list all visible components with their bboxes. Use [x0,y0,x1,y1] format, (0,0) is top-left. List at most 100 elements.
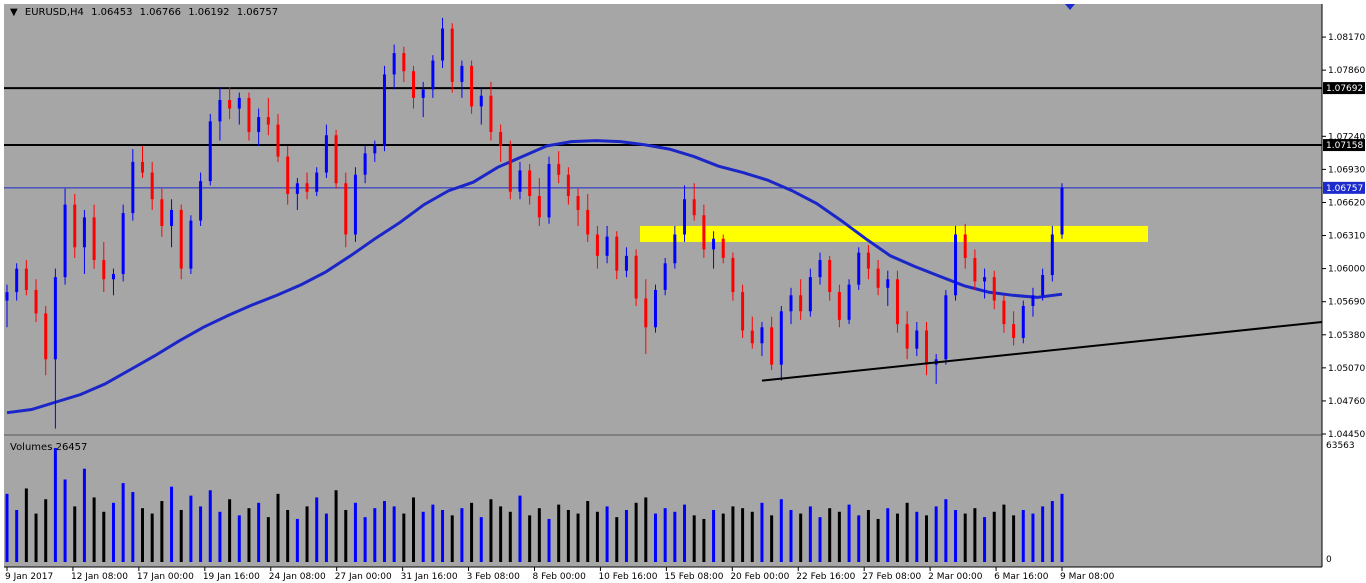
candle [1050,225,1054,282]
candle [121,204,125,282]
volume-bar [818,517,822,562]
candle [1021,300,1025,344]
volume-bar [905,502,909,562]
candle [1012,311,1016,346]
candle [789,287,793,325]
candle [363,145,367,184]
volume-bar [334,490,338,562]
candle [63,188,67,285]
volume-bar [470,502,474,562]
candle [895,270,899,333]
candle [712,231,716,269]
x-tick-label: 2 Mar 00:00 [928,572,983,582]
volume-bar [44,499,48,562]
volume-bar [1012,515,1016,562]
volume-bar [24,488,28,562]
candle [450,23,454,93]
volume-bar [576,513,580,562]
candle [170,199,174,248]
candle [866,245,870,280]
candle [208,113,212,186]
candle [634,249,638,306]
candle [595,225,599,269]
shift-marker-icon[interactable] [1065,4,1075,10]
candle [683,185,687,242]
volume-bar [479,517,483,562]
volume-bar [305,506,309,562]
candle [489,81,493,141]
candle [857,247,861,290]
candle [353,167,357,242]
candle [644,279,648,354]
candle [528,164,532,205]
volume-bar [92,497,96,562]
volume-bar [528,515,532,562]
volume-bar [1002,504,1006,562]
candle [412,65,416,109]
x-tick-label: 20 Feb 00:00 [730,572,789,582]
candle [537,177,541,226]
candle [324,124,328,178]
volume-bar [53,448,57,562]
volume-panel-background [4,436,1322,567]
volume-bar [566,509,570,562]
candle [160,188,164,237]
candle [557,151,561,184]
volume-bar [421,511,425,562]
volume-bar [382,501,386,562]
zone-layer [640,225,1148,242]
candle [760,321,764,357]
volume-bar [237,515,241,562]
dropdown-arrow-icon[interactable]: ▼ [10,7,18,18]
volume-bar [547,518,551,562]
volume-bar [1060,493,1064,562]
candle [150,161,154,210]
volume-bar [799,513,803,562]
candle [1002,295,1006,333]
volume-bar [1050,501,1054,562]
candle [924,321,928,376]
candle [460,60,464,98]
level-price-label: 1.07158 [1326,141,1363,151]
volume-bar [760,502,764,562]
candles-layer [5,17,1064,429]
current-price-tag [1323,181,1365,194]
volume-bar [924,515,928,562]
x-tick-label: 10 Feb 16:00 [598,572,657,582]
volume-bar [441,509,445,562]
header-quote: ▼ EURUSD,H4 1.06453 1.06766 1.06192 1.06… [10,7,278,18]
candle [111,268,115,296]
candle [228,87,232,120]
volume-bar [170,486,174,562]
support-trendline[interactable] [761,320,1323,382]
candle [344,172,348,248]
volume-bar [741,508,745,562]
x-tick-label: 31 Jan 16:00 [401,572,458,582]
x-tick-label: 27 Feb 08:00 [862,572,921,582]
y-tick-label: 1.06310 [1328,232,1365,242]
volume-bar [499,506,503,562]
volume-bar [141,508,145,562]
volume-bar [828,508,832,562]
volume-bar [460,508,464,562]
candle [479,87,483,125]
candle [305,172,309,200]
volume-bar [508,511,512,562]
volume-bar [934,506,938,562]
x-tick-label: 17 Jan 00:00 [137,572,194,582]
volume-bar [837,511,841,562]
candle [828,255,832,301]
price-panel-background [4,4,1322,434]
candle [944,289,948,365]
moving-average-line[interactable] [6,139,1063,415]
volume-bar [537,508,541,562]
volume-bar [431,504,435,562]
x-tick-label: 22 Feb 16:00 [796,572,855,582]
candle [731,252,735,301]
volume-bar [199,506,203,562]
level-price-tag [1323,82,1365,95]
volume-bar [489,499,493,562]
candle [421,81,425,118]
candle [402,46,406,82]
resistance-zone-rectangle[interactable] [640,225,1148,242]
